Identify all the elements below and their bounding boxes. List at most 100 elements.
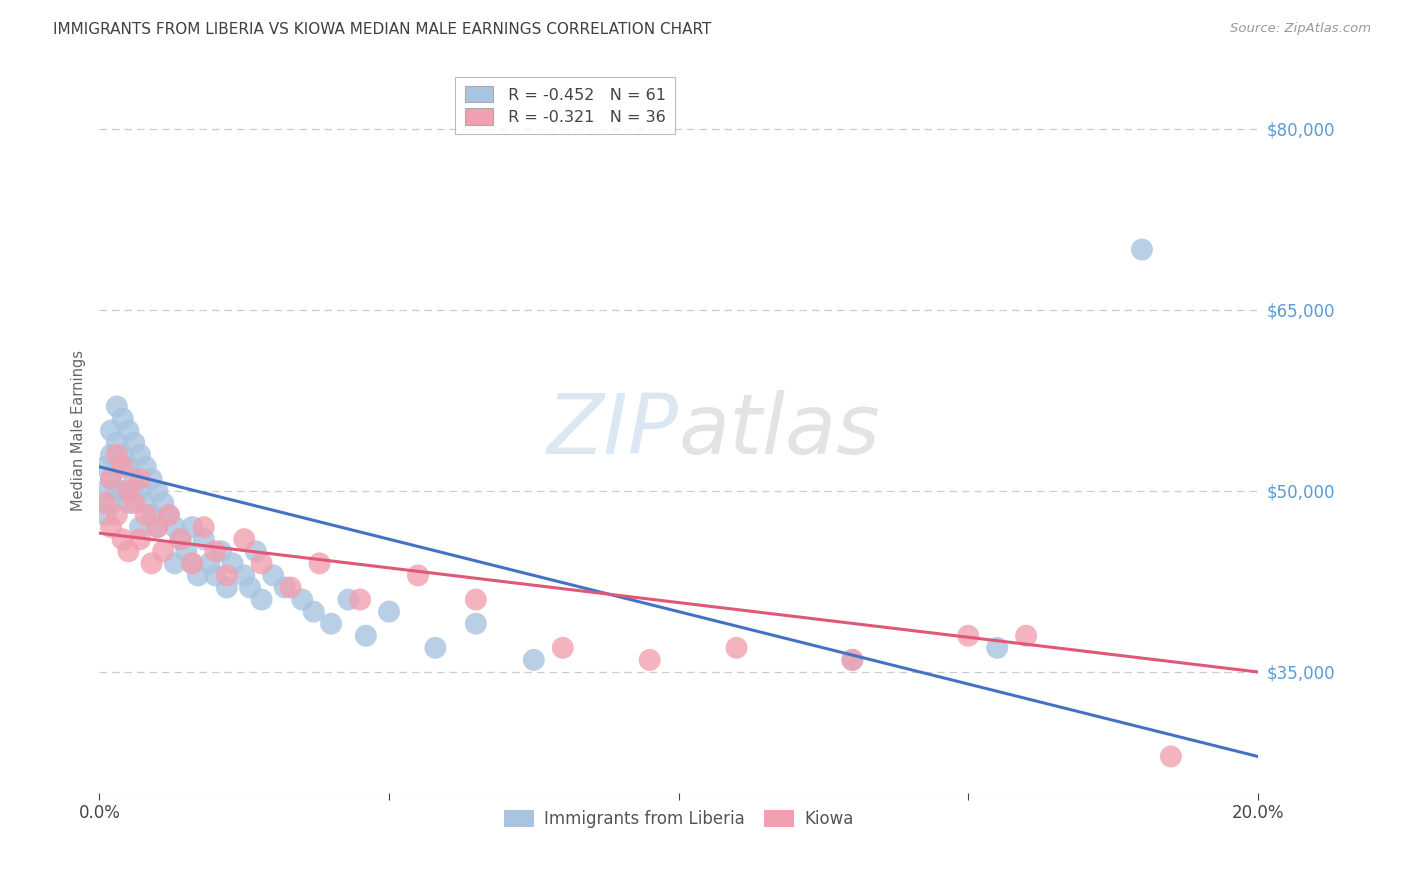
Point — [181, 557, 204, 571]
Point — [152, 544, 174, 558]
Point — [141, 508, 163, 522]
Point — [233, 532, 256, 546]
Point — [122, 472, 145, 486]
Point — [349, 592, 371, 607]
Point — [111, 483, 134, 498]
Point — [135, 496, 157, 510]
Point — [193, 520, 215, 534]
Point — [105, 435, 128, 450]
Point — [141, 557, 163, 571]
Point — [181, 520, 204, 534]
Point — [425, 640, 447, 655]
Point — [1015, 629, 1038, 643]
Point — [209, 544, 232, 558]
Point — [163, 557, 186, 571]
Point — [221, 557, 243, 571]
Point — [146, 520, 169, 534]
Point — [239, 581, 262, 595]
Point — [523, 653, 546, 667]
Point — [135, 508, 157, 522]
Point — [105, 483, 128, 498]
Point — [319, 616, 342, 631]
Point — [157, 508, 180, 522]
Point — [146, 520, 169, 534]
Point — [100, 424, 122, 438]
Point — [105, 448, 128, 462]
Point — [378, 605, 401, 619]
Point — [129, 472, 152, 486]
Point — [111, 532, 134, 546]
Point — [117, 424, 139, 438]
Point — [638, 653, 661, 667]
Point — [215, 568, 238, 582]
Point — [100, 448, 122, 462]
Point — [135, 459, 157, 474]
Point — [250, 557, 273, 571]
Point — [129, 532, 152, 546]
Point — [841, 653, 863, 667]
Point — [122, 496, 145, 510]
Point — [274, 581, 297, 595]
Point — [122, 435, 145, 450]
Point — [129, 520, 152, 534]
Point — [551, 640, 574, 655]
Point — [176, 544, 198, 558]
Point — [169, 532, 191, 546]
Point — [337, 592, 360, 607]
Point — [986, 640, 1008, 655]
Point — [129, 483, 152, 498]
Point — [354, 629, 377, 643]
Point — [146, 483, 169, 498]
Point — [117, 459, 139, 474]
Point — [100, 472, 122, 486]
Point — [94, 496, 117, 510]
Point — [262, 568, 284, 582]
Point — [152, 496, 174, 510]
Point — [250, 592, 273, 607]
Point — [204, 568, 226, 582]
Point — [111, 411, 134, 425]
Point — [105, 400, 128, 414]
Point — [117, 496, 139, 510]
Point — [111, 448, 134, 462]
Point — [94, 508, 117, 522]
Point — [94, 483, 117, 498]
Point — [245, 544, 267, 558]
Point — [117, 544, 139, 558]
Point — [198, 557, 221, 571]
Point — [187, 568, 209, 582]
Point — [291, 592, 314, 607]
Point — [204, 544, 226, 558]
Point — [169, 532, 191, 546]
Text: Source: ZipAtlas.com: Source: ZipAtlas.com — [1230, 22, 1371, 36]
Point — [841, 653, 863, 667]
Point — [406, 568, 429, 582]
Point — [94, 459, 117, 474]
Point — [129, 448, 152, 462]
Point — [464, 616, 486, 631]
Text: atlas: atlas — [679, 390, 880, 471]
Point — [100, 496, 122, 510]
Point — [100, 472, 122, 486]
Point — [464, 592, 486, 607]
Point — [1130, 243, 1153, 257]
Y-axis label: Median Male Earnings: Median Male Earnings — [72, 350, 86, 511]
Point — [725, 640, 748, 655]
Point — [302, 605, 325, 619]
Point — [957, 629, 980, 643]
Point — [215, 581, 238, 595]
Point — [117, 483, 139, 498]
Point — [280, 581, 302, 595]
Point — [105, 459, 128, 474]
Point — [157, 508, 180, 522]
Point — [100, 520, 122, 534]
Point — [181, 557, 204, 571]
Point — [1160, 749, 1182, 764]
Point — [233, 568, 256, 582]
Text: ZIP: ZIP — [547, 390, 679, 471]
Text: IMMIGRANTS FROM LIBERIA VS KIOWA MEDIAN MALE EARNINGS CORRELATION CHART: IMMIGRANTS FROM LIBERIA VS KIOWA MEDIAN … — [53, 22, 711, 37]
Point — [105, 508, 128, 522]
Point — [193, 532, 215, 546]
Point — [111, 459, 134, 474]
Point — [308, 557, 330, 571]
